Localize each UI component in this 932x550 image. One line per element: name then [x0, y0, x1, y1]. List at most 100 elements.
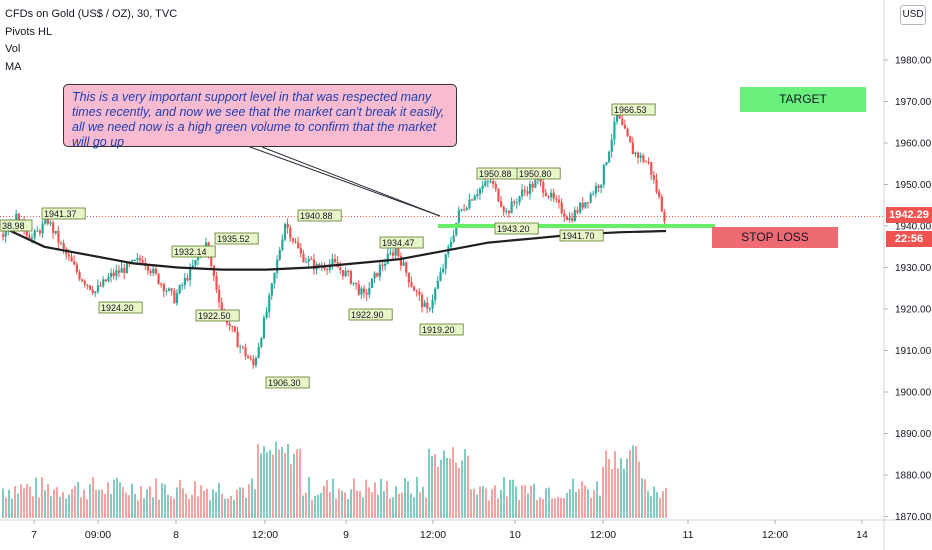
volume-bar [239, 487, 241, 518]
volume-bar [641, 478, 643, 518]
volume-bar [404, 477, 406, 518]
candle-body [278, 250, 281, 260]
candle-body [584, 202, 587, 208]
volume-bar [296, 449, 298, 518]
volume-bar [560, 497, 562, 518]
volume-bar [206, 488, 208, 518]
candle-body [107, 277, 110, 282]
time-tick-label: 10 [509, 529, 521, 541]
price-tick-label: 1900.00 [895, 388, 932, 399]
volume-bar [38, 497, 40, 518]
volume-bar [578, 489, 580, 518]
annotation-note[interactable]: This is a very important support level i… [63, 84, 457, 149]
price-tick-label: 1930.00 [895, 263, 932, 274]
volume-bar [509, 479, 511, 518]
volume-bar [290, 464, 292, 518]
volume-bar [401, 492, 403, 518]
volume-bar [17, 493, 19, 518]
candle-body [96, 285, 100, 292]
candle-body [605, 162, 608, 165]
candle-body [344, 270, 347, 277]
candle-body [389, 252, 392, 254]
candle-body [299, 248, 302, 254]
candle-body [637, 152, 640, 158]
volume-bar [248, 484, 250, 518]
legend-volume: Vol [5, 43, 21, 55]
candle-body [639, 155, 642, 158]
stop-loss-label[interactable]: STOP LOSS [712, 227, 838, 248]
candle-body [544, 192, 547, 196]
volume-bar [524, 485, 526, 518]
candle-body [594, 185, 598, 194]
volume-bar [194, 481, 196, 518]
candle-body [236, 331, 239, 348]
price-tick-label: 1880.00 [895, 471, 932, 482]
note-pointer [249, 146, 441, 217]
volume-bar [278, 449, 280, 518]
candle-body [165, 290, 168, 292]
candle-body [492, 181, 495, 185]
volume-bar [554, 498, 556, 518]
candle-body [481, 185, 484, 189]
volume-bar [122, 486, 124, 518]
volume-bar [545, 488, 547, 518]
target-label[interactable]: TARGET [740, 87, 866, 112]
candle-body [376, 272, 379, 277]
candle-body [67, 254, 71, 257]
candle-body [394, 248, 397, 256]
candle-body [291, 238, 295, 242]
volume-bar [359, 490, 361, 518]
candle-body [30, 237, 34, 240]
volume-bar [65, 498, 67, 518]
volume-bar [380, 478, 382, 518]
volume-bar [443, 450, 445, 518]
volume-bar [326, 480, 328, 518]
price-tick-label: 1950.00 [895, 180, 932, 191]
volume-bar [377, 494, 379, 518]
candle-body [194, 259, 197, 266]
volume-bar [323, 485, 325, 518]
candle-body [407, 272, 410, 283]
candle-body [78, 271, 81, 280]
volume-bar [215, 492, 217, 518]
candle-body [46, 218, 49, 224]
countdown-badge: 22:56 [886, 231, 932, 247]
candle-body [244, 347, 247, 357]
candle-body [573, 210, 576, 221]
volume-bar [623, 468, 625, 518]
candle-body [547, 195, 550, 198]
pivot-label: 1932.14 [174, 247, 207, 257]
volume-bar [512, 479, 514, 518]
candle-body [215, 276, 218, 290]
candle-body [663, 211, 666, 222]
currency-button[interactable]: USD [900, 5, 926, 25]
candle-body [623, 124, 627, 129]
volume-bar [584, 485, 586, 518]
volume-bar [89, 483, 91, 518]
candle-body [565, 217, 569, 221]
candle-body [550, 192, 553, 198]
pivot-label-box [494, 222, 539, 235]
candle-body [341, 269, 345, 277]
candle-body [650, 162, 653, 176]
volume-bar [317, 494, 319, 518]
volume-bar [182, 488, 184, 518]
candle-body [331, 258, 334, 265]
candle-body [629, 136, 632, 143]
volume-bar [452, 447, 454, 518]
candle-body [357, 284, 360, 295]
candle-body [534, 180, 537, 188]
pivot-label: 1941.37 [44, 209, 77, 219]
candle-body [133, 259, 136, 261]
volume-bar [134, 493, 136, 518]
candle-body [25, 230, 28, 236]
volume-bar [356, 490, 358, 518]
candle-body [442, 268, 445, 273]
candle-body [484, 181, 487, 186]
volume-bar [566, 492, 568, 518]
volume-bar [410, 493, 412, 518]
volume-bar [362, 497, 364, 518]
volume-bar [467, 455, 469, 518]
volume-bar [461, 460, 463, 518]
